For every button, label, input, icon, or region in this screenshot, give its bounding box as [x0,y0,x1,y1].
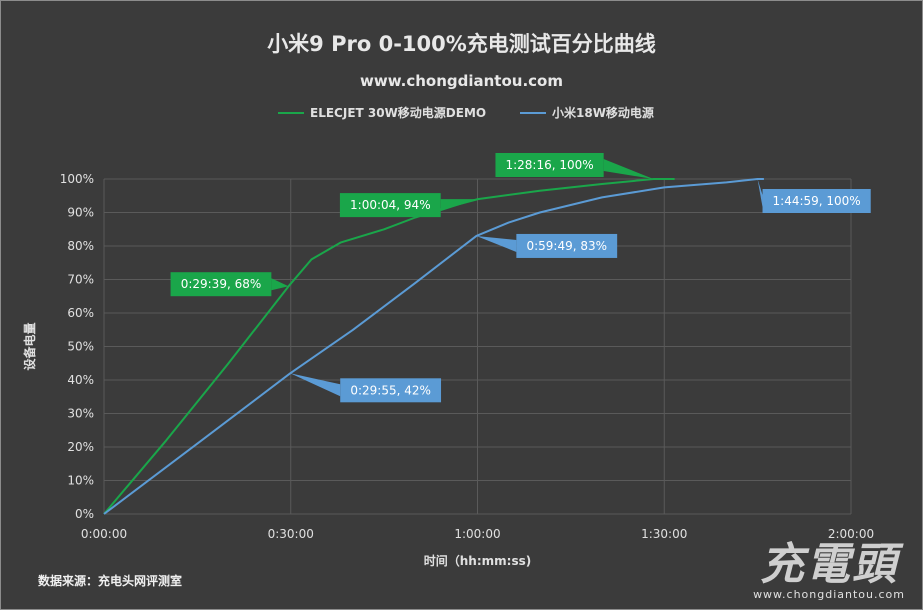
series-line [103,178,675,515]
callout-label: 1:00:04, 94% [350,198,431,212]
y-tick-label: 10% [67,474,94,488]
y-tick-label: 40% [67,373,94,387]
legend: ELECJET 30W移动电源DEMO 小米18W移动电源 [278,105,654,120]
callout-box [339,193,441,218]
y-tick-labels: 0% 10% 20% 30% 40% 50% 60% 70% 80% 90% 100% [60,172,94,521]
x-tick-label: 1:00:00 [454,527,500,541]
y-tick-label: 90% [67,206,94,220]
watermark-url: www.chongdiantou.com [753,588,905,601]
callout-pointer [476,235,517,252]
y-axis-title: 设备电量 [22,322,37,370]
data-source-note: 数据来源：充电头网评测室 [38,574,183,588]
data-callouts: 0:29:39, 68% 1:00:04, 94% 1:28:16, 100% 0:2… [170,153,871,403]
y-tick-label: 50% [67,340,94,354]
callout-label: 1:44:59, 100% [773,194,861,208]
x-axis-title: 时间（hh:mm:ss) [424,553,531,568]
y-tick-label: 80% [67,239,94,253]
callout-label: 0:59:49, 83% [526,239,607,253]
y-tick-label: 0% [75,507,94,521]
callout-pointer [290,373,341,397]
callout-box [340,378,442,403]
chart-title: 小米9 Pro 0-100%充电测试百分比曲线 [267,32,656,56]
y-tick-label: 30% [67,407,94,421]
x-tick-label: 1:30:00 [641,527,687,541]
x-tick-labels: 0:00:00 0:30:00 1:00:00 1:30:00 2:00:00 [81,527,874,541]
callout-pointer [271,278,289,291]
callout-label: 1:28:16, 100% [505,158,593,172]
callout-pointer [440,199,478,212]
legend-label: 小米18W移动电源 [552,105,654,120]
series-line [103,178,764,515]
callout-pointer [757,179,763,207]
watermark-brand: 充電頭 [760,539,899,590]
y-tick-label: 20% [67,440,94,454]
callout-box [170,272,272,297]
watermark-logo: 充電頭 www.chongdiantou.com [753,539,905,602]
x-tick-label: 0:00:00 [81,527,127,541]
chart-subtitle: www.chongdiantou.com [360,72,563,90]
legend-label: ELECJET 30W移动电源DEMO [310,105,486,120]
series-lines [103,178,764,515]
y-tick-label: 100% [60,172,94,186]
callout-label: 0:29:39, 68% [181,277,262,291]
gridlines [103,178,852,515]
callout-label: 0:29:55, 42% [350,383,431,397]
x-tick-label: 0:30:00 [268,527,314,541]
callout-box [516,233,618,258]
y-tick-label: 70% [67,273,94,287]
callout-pointer [603,159,654,179]
callout-box [762,189,871,213]
callout-box [495,153,604,177]
y-tick-label: 60% [67,306,94,320]
x-tick-label: 2:00:00 [828,527,874,541]
